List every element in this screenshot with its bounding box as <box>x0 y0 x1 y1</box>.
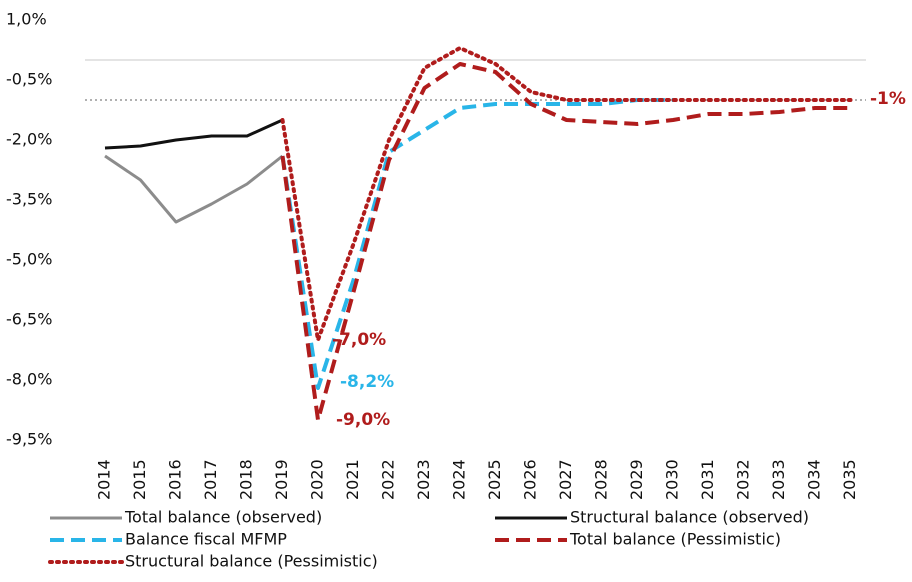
x-tick-label: 2034 <box>805 459 824 500</box>
y-tick-label: 1,0% <box>6 10 47 29</box>
legend-label: Balance fiscal MFMP <box>125 530 287 549</box>
legend-label: Total balance (Pessimistic) <box>569 530 781 549</box>
annotation: -8,2% <box>340 372 394 392</box>
x-tick-label: 2015 <box>130 459 149 500</box>
x-tick-label: 2018 <box>237 459 256 500</box>
x-tick-label: 2026 <box>521 459 540 500</box>
x-tick-label: 2029 <box>627 459 646 500</box>
y-tick-label: -0,5% <box>6 70 52 89</box>
x-tick-label: 2033 <box>769 459 788 500</box>
legend-label: Structural balance (observed) <box>570 508 809 527</box>
x-tick-label: 2021 <box>343 459 362 500</box>
annotation: -7,0% <box>332 330 386 350</box>
x-tick-label: 2025 <box>485 459 504 500</box>
series-line <box>280 46 853 342</box>
series-line <box>280 62 851 422</box>
x-tick-label: 2032 <box>734 459 753 500</box>
x-tick-label: 2022 <box>379 459 398 500</box>
x-tick-label: 2019 <box>272 459 291 500</box>
annotation: -1% <box>870 89 906 109</box>
y-tick-label: -8,0% <box>6 370 52 389</box>
annotation: -9,0% <box>336 410 390 430</box>
x-tick-label: 2031 <box>698 459 717 500</box>
x-tick-label: 2014 <box>95 459 114 500</box>
x-tick-label: 2016 <box>166 459 185 500</box>
x-tick-label: 2017 <box>201 459 220 500</box>
x-tick-label: 2020 <box>308 459 327 500</box>
series-line <box>104 154 284 224</box>
x-tick-label: 2028 <box>592 459 611 500</box>
y-tick-label: -2,0% <box>6 130 52 149</box>
x-tick-label: 2027 <box>556 459 575 500</box>
y-tick-label: -3,5% <box>6 190 52 209</box>
legend-label: Total balance (observed) <box>124 508 322 527</box>
x-tick-label: 2024 <box>450 459 469 500</box>
x-tick-label: 2023 <box>414 459 433 500</box>
series-line <box>104 118 284 150</box>
legend-label: Structural balance (Pessimistic) <box>125 552 378 571</box>
x-tick-label: 2035 <box>840 459 859 500</box>
y-tick-label: -9,5% <box>6 430 52 449</box>
y-tick-label: -6,5% <box>6 310 52 329</box>
y-tick-label: -5,0% <box>6 250 52 269</box>
x-tick-label: 2030 <box>663 459 682 500</box>
